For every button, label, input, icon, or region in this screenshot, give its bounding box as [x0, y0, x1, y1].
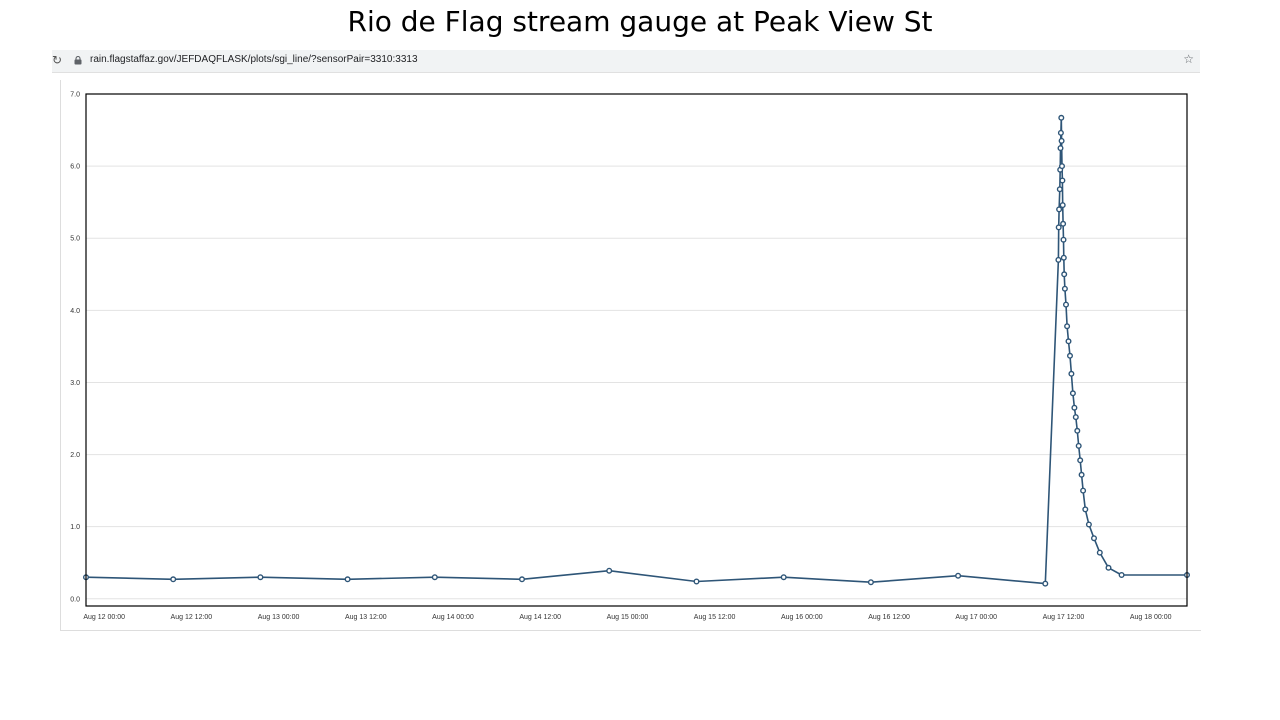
data-point[interactable]: [1069, 390, 1076, 397]
series-layer: [83, 114, 1190, 587]
data-point[interactable]: [1065, 338, 1072, 345]
data-point[interactable]: [519, 576, 526, 583]
x-tick-label: Aug 16 00:00: [781, 614, 823, 621]
data-point[interactable]: [1059, 202, 1066, 209]
data-point[interactable]: [867, 579, 874, 586]
data-point[interactable]: [1061, 285, 1068, 292]
data-point[interactable]: [1096, 549, 1103, 556]
y-tick-label: 1.0: [70, 524, 80, 531]
x-tick-label: Aug 13 12:00: [345, 614, 387, 621]
data-point[interactable]: [1059, 163, 1066, 170]
x-tick-label: Aug 15 00:00: [607, 614, 649, 621]
data-point[interactable]: [1057, 145, 1064, 152]
data-point[interactable]: [1072, 414, 1079, 421]
data-point[interactable]: [1090, 535, 1097, 542]
x-tick-label: Aug 14 00:00: [432, 614, 474, 621]
data-point[interactable]: [1105, 564, 1112, 571]
data-point[interactable]: [1118, 572, 1125, 579]
data-point[interactable]: [606, 567, 613, 574]
x-tick-label: Aug 14 12:00: [519, 614, 561, 621]
y-tick-label: 7.0: [70, 92, 80, 99]
data-point[interactable]: [1064, 323, 1071, 330]
url-text[interactable]: rain.flagstaffaz.gov/JEFDAQFLASK/plots/s…: [90, 54, 418, 65]
data-point[interactable]: [1071, 404, 1078, 411]
browser-address-bar[interactable]: ↻ rain.flagstaffaz.gov/JEFDAQFLASK/plots…: [52, 50, 1200, 73]
data-point[interactable]: [1056, 206, 1063, 213]
y-tick-label: 4.0: [70, 308, 80, 315]
data-point[interactable]: [1074, 427, 1081, 434]
x-tick-label: Aug 18 00:00: [1130, 614, 1172, 621]
data-point[interactable]: [1068, 370, 1075, 377]
data-point[interactable]: [1063, 301, 1070, 308]
data-point[interactable]: [1080, 487, 1087, 494]
bookmark-star-icon[interactable]: ☆: [1183, 52, 1194, 66]
data-point[interactable]: [431, 574, 438, 581]
x-tick-label: Aug 17 12:00: [1043, 614, 1085, 621]
data-point[interactable]: [1057, 129, 1064, 136]
data-point[interactable]: [1075, 442, 1082, 449]
reload-icon[interactable]: ↻: [52, 53, 63, 67]
y-tick-label: 0.0: [70, 596, 80, 603]
data-point[interactable]: [1082, 506, 1089, 513]
data-point[interactable]: [1077, 457, 1084, 464]
data-point[interactable]: [1060, 254, 1067, 261]
data-point[interactable]: [170, 576, 177, 583]
plot-frame: [85, 93, 1188, 607]
data-point[interactable]: [1042, 580, 1049, 587]
lock-icon: [74, 56, 82, 65]
data-point[interactable]: [693, 578, 700, 585]
data-point[interactable]: [1058, 114, 1065, 121]
line-chart: 0.01.02.03.04.05.06.07.0 Aug 12 00:00 Aug…: [70, 92, 1190, 621]
y-tick-label: 6.0: [70, 164, 80, 171]
y-tick-label: 5.0: [70, 236, 80, 243]
data-point[interactable]: [1056, 186, 1063, 193]
data-point[interactable]: [1055, 224, 1062, 231]
chart-page: 0.0 1.0 2.0 3.0 4.0 5.0 6.0 7.0 Aug 12 00:00 Aug…: [60, 80, 1201, 631]
y-tick-label: 3.0: [70, 380, 80, 387]
x-tick-label: Aug 12 00:00: [83, 614, 125, 621]
data-point[interactable]: [955, 572, 962, 579]
data-point[interactable]: [1060, 220, 1067, 227]
grid-lines: [86, 93, 1187, 600]
data-point[interactable]: [1058, 137, 1065, 144]
y-tick-label: 2.0: [70, 452, 80, 459]
x-tick-label: Aug 17 00:00: [955, 614, 997, 621]
data-point[interactable]: [1060, 236, 1067, 243]
x-tick-label: Aug 15 12:00: [694, 614, 736, 621]
x-tick-label: Aug 12 12:00: [171, 614, 213, 621]
x-axis-ticks: Aug 12 00:00 Aug 12 12:00 Aug 13 00:00 Aug …: [83, 614, 1171, 621]
slide-title: Rio de Flag stream gauge at Peak View St: [347, 5, 933, 38]
data-point[interactable]: [1085, 521, 1092, 528]
data-point[interactable]: [1078, 471, 1085, 478]
y-axis-ticks: 0.0 1.0 2.0 3.0 4.0 5.0 6.0 7.0: [70, 92, 80, 604]
data-point[interactable]: [1059, 177, 1066, 184]
data-point[interactable]: [780, 574, 787, 581]
data-point[interactable]: [257, 574, 264, 581]
data-point[interactable]: [1061, 271, 1068, 278]
series-line: [85, 116, 1187, 585]
data-point[interactable]: [1067, 352, 1074, 359]
data-point[interactable]: [1055, 256, 1062, 263]
x-tick-label: Aug 16 12:00: [868, 614, 910, 621]
data-point[interactable]: [344, 576, 351, 583]
x-tick-label: Aug 13 00:00: [258, 614, 300, 621]
